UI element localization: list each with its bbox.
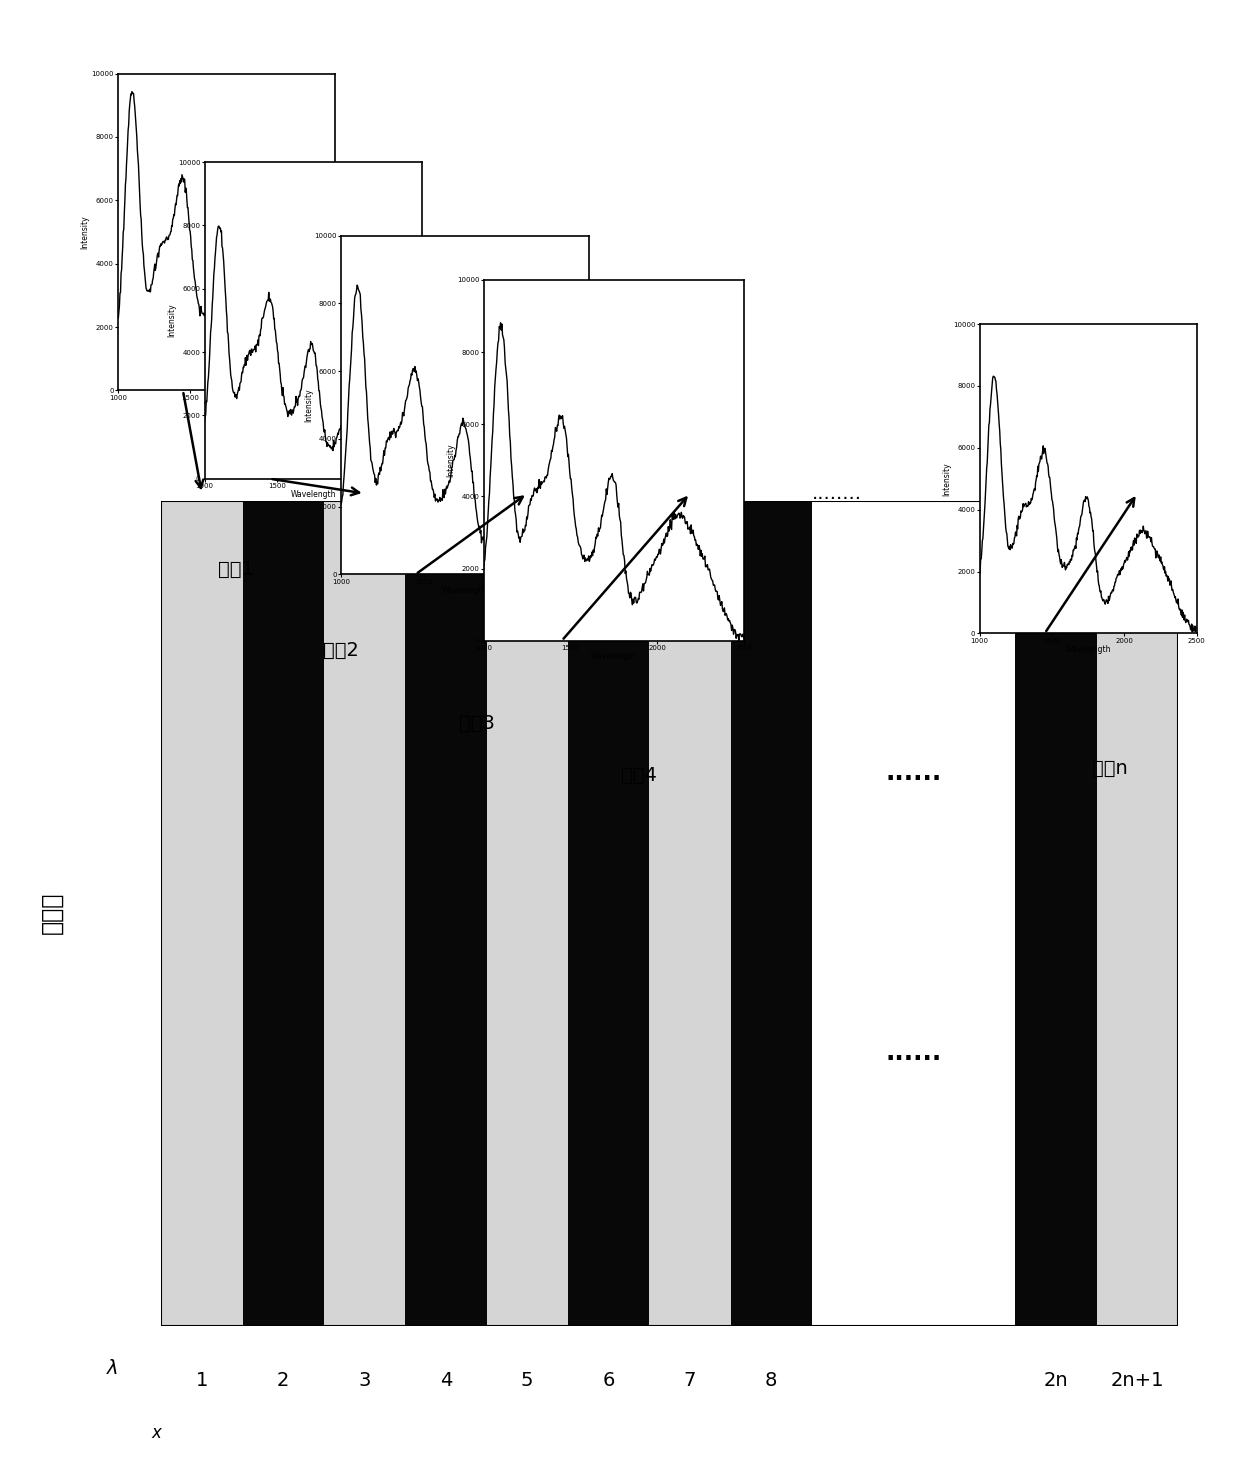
X-axis label: Wavelength: Wavelength [443,586,487,595]
Bar [161,501,243,1326]
Bar [243,501,324,1326]
Text: 3: 3 [358,1371,371,1391]
Y-axis label: Intensity: Intensity [304,389,312,421]
X-axis label: Wavelength: Wavelength [591,653,636,661]
Y-axis label: Intensity: Intensity [446,443,455,477]
Bar [812,501,1016,1326]
Y-axis label: Intensity: Intensity [167,303,176,337]
Text: 6: 6 [603,1371,615,1391]
Text: 4: 4 [440,1371,453,1391]
Text: 光谱维: 光谱维 [40,893,63,934]
Text: 7: 7 [683,1371,696,1391]
Text: 工位1: 工位1 [218,560,253,579]
Text: 工位n: 工位n [1092,759,1127,778]
Bar [324,501,405,1326]
Y-axis label: Intensity: Intensity [81,215,89,249]
Text: 2n+1: 2n+1 [1111,1371,1164,1391]
Bar [486,501,568,1326]
Bar [568,501,650,1326]
Text: 5: 5 [521,1371,533,1391]
Bar [730,501,812,1326]
Text: 1: 1 [196,1371,208,1391]
Bar [650,501,730,1326]
Text: ......: ...... [885,1041,941,1065]
X-axis label: Wavelength: Wavelength [290,491,336,499]
Text: 8: 8 [765,1371,777,1391]
Bar [1096,501,1178,1326]
Text: λ: λ [107,1358,118,1377]
Text: ......: ...... [885,762,941,785]
X-axis label: Wavelength: Wavelength [203,402,249,411]
X-axis label: Wavelength: Wavelength [1065,645,1111,654]
Bar [405,501,486,1326]
Text: 2n: 2n [1044,1371,1069,1391]
Y-axis label: Intensity: Intensity [942,463,951,495]
Bar [1016,501,1096,1326]
Text: 工位2: 工位2 [324,641,358,660]
Text: 2: 2 [277,1371,289,1391]
Text: 工位4: 工位4 [621,766,656,785]
Text: ........: ........ [812,485,862,502]
Text: 工位3: 工位3 [460,714,495,734]
Text: x: x [151,1424,161,1442]
